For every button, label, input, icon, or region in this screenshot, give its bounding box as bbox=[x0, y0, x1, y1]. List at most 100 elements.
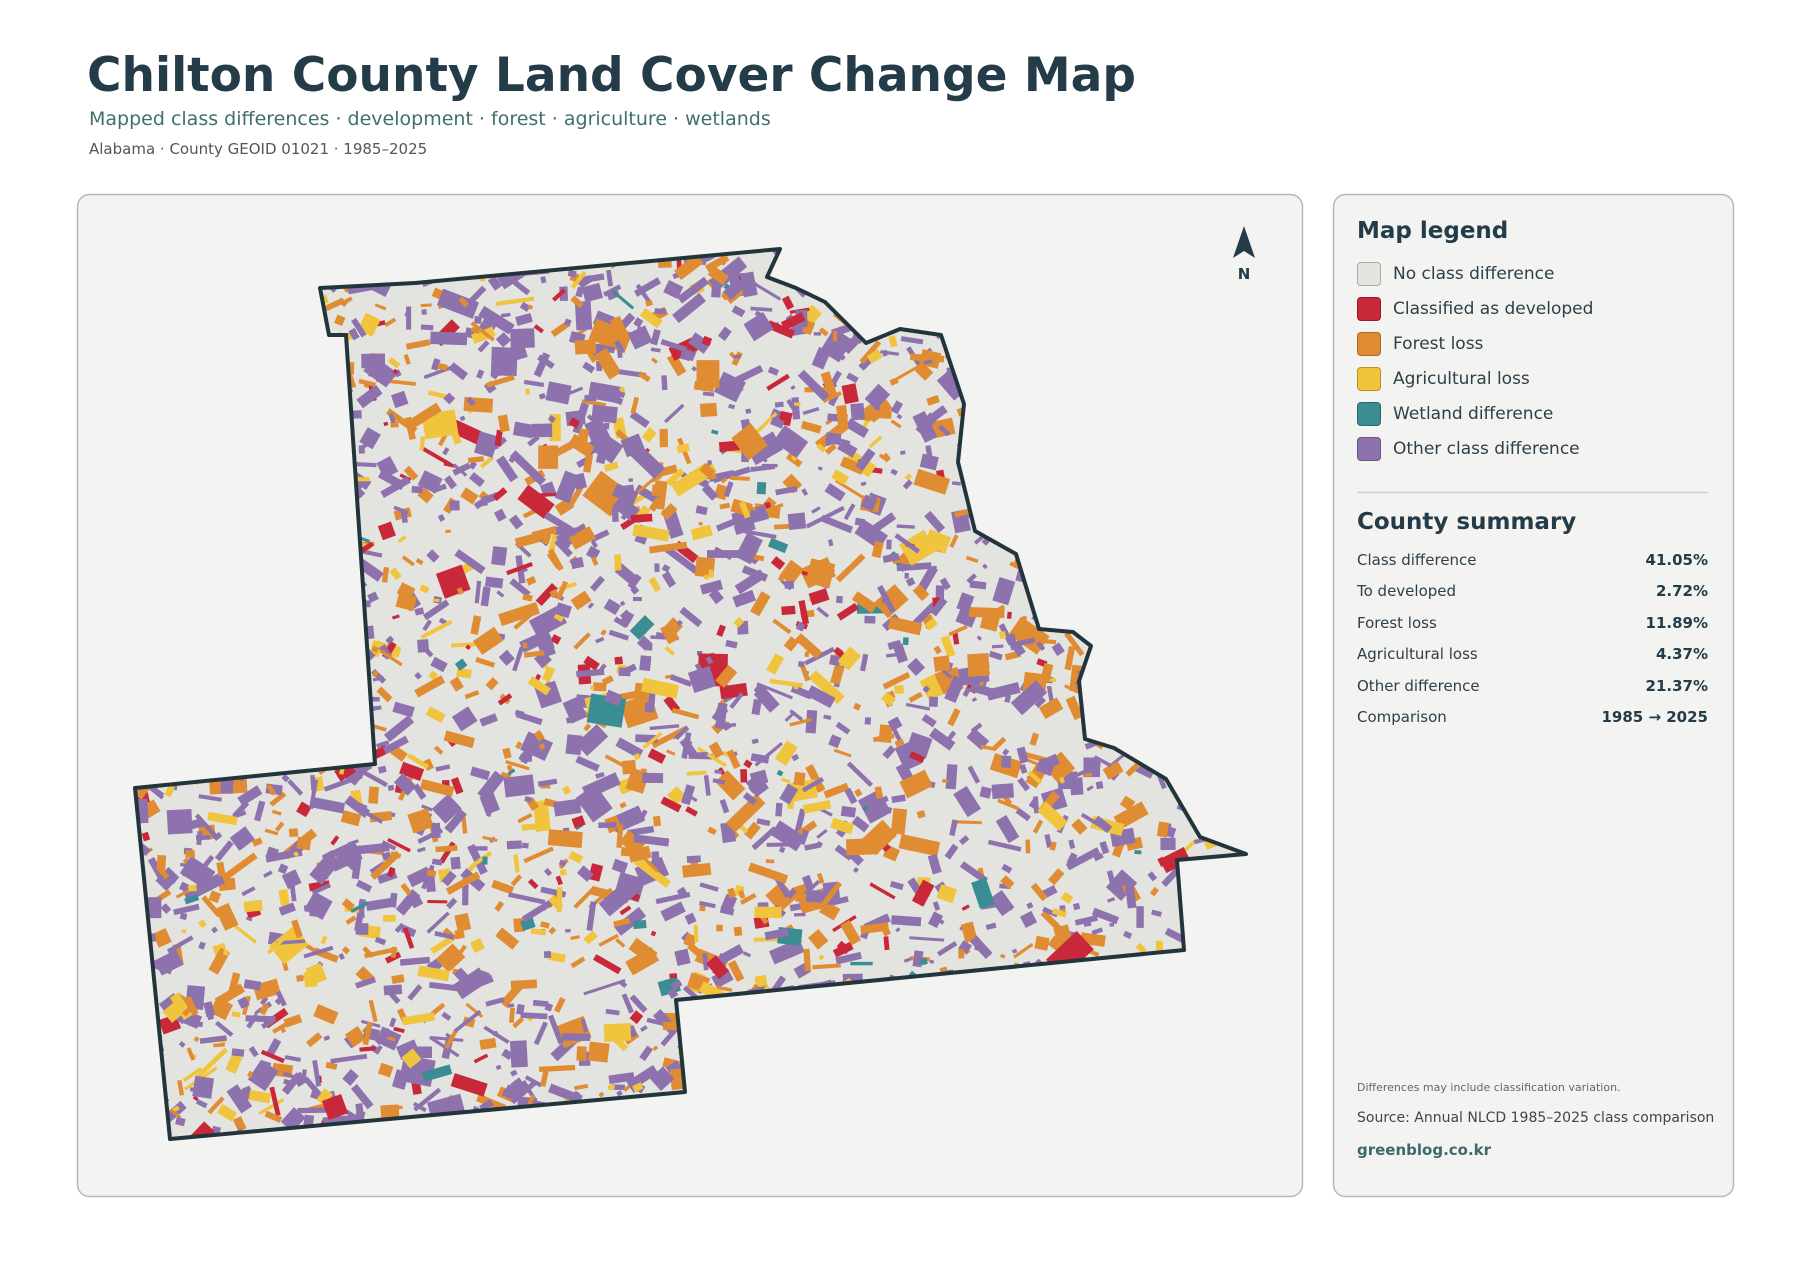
land-cover-patch bbox=[756, 481, 767, 495]
land-cover-patch bbox=[801, 488, 809, 497]
land-cover-patch bbox=[615, 938, 626, 948]
land-cover-patch bbox=[902, 479, 913, 490]
land-cover-patch bbox=[296, 836, 312, 851]
land-cover-patch bbox=[885, 652, 899, 658]
link[interactable]: greenblog.co.kr bbox=[1357, 1141, 1492, 1159]
land-cover-patch bbox=[642, 772, 664, 784]
land-cover-patch bbox=[774, 876, 791, 898]
land-cover-patch bbox=[715, 770, 746, 801]
land-cover-patch bbox=[355, 879, 373, 893]
land-cover-patch bbox=[583, 979, 626, 996]
land-cover-patch bbox=[715, 702, 728, 730]
land-cover-patch bbox=[341, 898, 355, 911]
land-cover-patch bbox=[426, 911, 450, 934]
land-cover-patch bbox=[377, 765, 387, 774]
land-cover-patch bbox=[995, 815, 1020, 844]
land-cover-patch bbox=[281, 869, 302, 890]
land-cover-patch bbox=[350, 901, 369, 913]
land-cover-patch bbox=[377, 521, 396, 541]
land-cover-patch bbox=[605, 1008, 620, 1016]
land-cover-patch bbox=[611, 507, 619, 522]
land-cover-patch bbox=[1040, 910, 1063, 932]
land-cover-patch bbox=[613, 917, 631, 928]
land-cover-patch bbox=[548, 1083, 583, 1105]
land-cover-patch bbox=[667, 987, 679, 1000]
land-cover-patch bbox=[522, 593, 533, 602]
land-cover-patch bbox=[756, 682, 793, 700]
land-cover-patch bbox=[1060, 891, 1074, 904]
land-cover-patch bbox=[713, 546, 733, 561]
land-cover-patch bbox=[246, 1013, 259, 1029]
land-cover-patch bbox=[839, 456, 866, 475]
land-cover-patch bbox=[284, 1055, 301, 1062]
land-cover-patch bbox=[524, 1075, 543, 1088]
land-cover-patch bbox=[497, 693, 513, 706]
land-cover-patch bbox=[575, 755, 600, 772]
land-cover-patch bbox=[946, 688, 955, 694]
land-cover-patch bbox=[494, 508, 507, 522]
land-cover-patch bbox=[651, 476, 661, 483]
land-cover-patch bbox=[942, 779, 948, 783]
land-cover-patch bbox=[512, 421, 535, 439]
land-cover-patch bbox=[976, 635, 983, 641]
land-cover-patch bbox=[399, 761, 425, 781]
land-cover-patch bbox=[403, 354, 411, 365]
land-cover-patch bbox=[611, 1084, 625, 1091]
land-cover-patch bbox=[682, 862, 712, 878]
land-cover-patch bbox=[681, 732, 692, 759]
land-cover-patch bbox=[281, 774, 290, 783]
land-cover-patch bbox=[549, 414, 561, 442]
land-cover-patch bbox=[699, 579, 724, 595]
land-cover-patch bbox=[660, 796, 682, 813]
land-cover-patch bbox=[543, 867, 553, 877]
land-cover-patch bbox=[732, 589, 757, 608]
land-cover-patch bbox=[733, 354, 742, 359]
land-cover-patch bbox=[1007, 633, 1019, 651]
land-cover-patch bbox=[445, 529, 452, 534]
land-cover-patch bbox=[802, 406, 820, 416]
land-cover-patch bbox=[614, 554, 622, 571]
land-cover-patch bbox=[367, 591, 379, 603]
land-cover-patch bbox=[538, 393, 546, 400]
land-cover-patch bbox=[967, 765, 981, 784]
land-cover-patch bbox=[409, 895, 424, 909]
land-cover-patch bbox=[380, 476, 411, 499]
land-cover-patch bbox=[790, 455, 798, 462]
land-cover-patch bbox=[776, 769, 784, 777]
land-cover-patch bbox=[251, 837, 263, 847]
land-cover-patch bbox=[592, 682, 607, 692]
land-cover-patch bbox=[550, 634, 562, 645]
land-cover-patch bbox=[886, 539, 892, 550]
land-cover-patch bbox=[532, 999, 549, 1007]
land-cover-patch bbox=[510, 1069, 518, 1077]
land-cover-patch bbox=[745, 773, 769, 798]
land-cover-patch bbox=[840, 805, 857, 818]
land-cover-patch bbox=[661, 571, 677, 588]
land-cover-patch bbox=[1091, 907, 1120, 925]
land-cover-patch bbox=[586, 545, 601, 560]
land-cover-patch bbox=[613, 906, 647, 936]
land-cover-patch bbox=[619, 610, 635, 628]
land-cover-patch bbox=[989, 889, 1015, 917]
land-cover-patch bbox=[260, 1049, 285, 1064]
land-cover-patch bbox=[467, 456, 484, 464]
land-cover-patch bbox=[311, 882, 332, 895]
land-cover-patch bbox=[472, 626, 504, 655]
land-cover-patch bbox=[530, 928, 547, 936]
land-cover-patch bbox=[764, 502, 771, 510]
land-cover-patch bbox=[795, 820, 818, 839]
land-cover-patch bbox=[818, 954, 825, 961]
land-cover-patch bbox=[510, 1077, 529, 1097]
land-cover-patch bbox=[708, 588, 724, 605]
land-cover-patch bbox=[233, 1116, 247, 1132]
land-cover-patch bbox=[473, 1053, 489, 1064]
land-cover-patch bbox=[209, 996, 234, 1021]
land-cover-patch bbox=[266, 1038, 282, 1057]
land-cover-patch bbox=[474, 431, 499, 458]
land-cover-patch bbox=[674, 725, 690, 741]
land-cover-patch bbox=[575, 286, 585, 298]
land-cover-patch bbox=[900, 450, 906, 455]
land-cover-patch bbox=[833, 748, 852, 758]
land-cover-patch bbox=[1026, 902, 1034, 910]
land-cover-patch bbox=[269, 791, 287, 807]
